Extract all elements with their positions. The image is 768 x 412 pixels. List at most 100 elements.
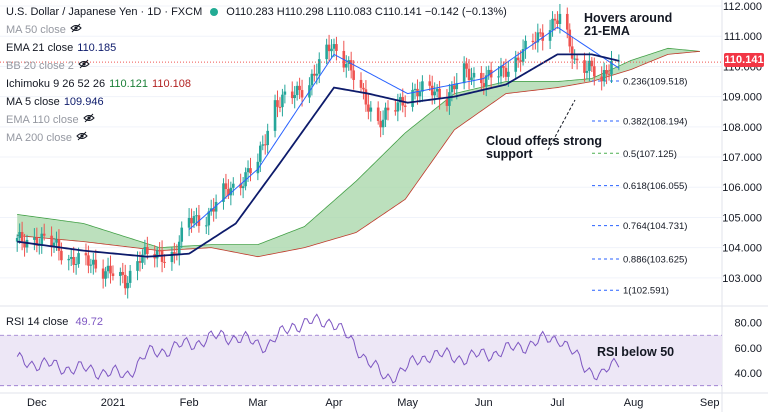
candle-body (435, 88, 439, 92)
ema21-line (17, 53, 620, 258)
rsi-tick: 80.00 (734, 318, 762, 330)
indicator-label: EMA 110 close (6, 114, 79, 126)
indicator-row[interactable]: BB 20 close 2 (6, 57, 507, 75)
hidden-eye-icon[interactable] (70, 21, 82, 39)
candle-body (281, 94, 284, 108)
candle-body (77, 253, 80, 264)
candle-body (428, 81, 432, 86)
candle-body (146, 246, 149, 254)
indicator-row[interactable]: Ichimoku 9 26 52 26 110.121 110.108 (6, 75, 507, 93)
fib-label: 0.764(104.731) (623, 221, 687, 232)
time-tick: Dec (27, 397, 47, 409)
span-b-line (17, 50, 700, 258)
rsi-band (0, 335, 722, 386)
rsi-line (16, 313, 620, 384)
indicator-row[interactable]: MA 5 close 109.946 (6, 93, 507, 111)
indicator-row[interactable]: MA 200 close (6, 129, 507, 147)
rsi-tick: 60.00 (734, 343, 762, 355)
indicator-legend: U.S. Dollar / Japanese Yen · 1D · FXCM O… (6, 3, 507, 147)
candle-body (467, 68, 471, 81)
candle-body (484, 75, 488, 87)
candle-body (521, 48, 525, 62)
candle-body (448, 92, 451, 106)
candle-body (573, 58, 576, 60)
candle-body (327, 44, 331, 52)
candle-body (187, 217, 191, 228)
candle-body (364, 89, 368, 105)
candle-body (42, 233, 46, 236)
rsi-tick: 40.00 (734, 368, 762, 380)
candle-body (480, 72, 483, 84)
candle-body (514, 57, 518, 72)
candle-body (18, 232, 21, 238)
rsi-label: RSI 14 close (6, 316, 69, 328)
candle-body (369, 107, 373, 112)
time-tick: Jun (475, 397, 493, 409)
fib-label: 1(102.591) (623, 286, 669, 297)
candle-body (15, 237, 19, 242)
candle-body (607, 73, 611, 75)
indicator-label: EMA 21 close (6, 42, 74, 54)
candle-body (74, 263, 78, 265)
candle-body (585, 70, 589, 73)
candle-body (259, 145, 262, 162)
candle-body (349, 60, 353, 71)
symbol-row: U.S. Dollar / Japanese Yen · 1D · FXCM O… (6, 3, 507, 21)
indicator-row[interactable]: EMA 21 close 110.185 (6, 39, 507, 57)
candle-body (23, 241, 26, 248)
candle-body (430, 85, 434, 96)
candle-body (121, 271, 125, 275)
candle-body (170, 252, 174, 263)
indicator-label: Ichimoku 9 26 52 26 (6, 78, 106, 90)
candle-body (35, 237, 39, 246)
hidden-eye-icon[interactable] (78, 57, 90, 75)
price-tick: 107.000 (722, 152, 762, 164)
candle-body (300, 90, 304, 98)
candle-body (462, 63, 466, 84)
candle-body (92, 259, 95, 265)
candle-body (229, 187, 233, 196)
candle-body (575, 58, 579, 61)
candle-body (40, 233, 44, 245)
indicator-label: MA 5 close (6, 96, 60, 108)
hidden-eye-icon[interactable] (76, 129, 88, 147)
candle-body (261, 144, 265, 146)
cloud-pointer (547, 99, 576, 151)
candle-body (207, 211, 211, 226)
indicator-label: BB 20 close 2 (6, 60, 74, 72)
candle-body (418, 91, 422, 97)
time-tick: Aug (624, 397, 644, 409)
indicator-value: 109.946 (63, 96, 104, 108)
candle-body (317, 59, 321, 74)
candle-body (398, 97, 402, 103)
price-tick: 109.000 (722, 92, 762, 104)
candle-body (403, 105, 407, 107)
candle-body (497, 76, 500, 78)
candle-body (367, 104, 370, 112)
candle-body (244, 172, 247, 187)
hidden-eye-icon[interactable] (82, 111, 95, 129)
candle-body (57, 239, 61, 251)
candle-body (119, 271, 122, 276)
time-tick: Jul (550, 397, 564, 409)
fib-label: 0.5(107.125) (623, 149, 677, 160)
candle-body (396, 102, 400, 112)
indicator-row[interactable]: MA 50 close (6, 21, 507, 39)
candle-body (362, 87, 365, 90)
time-tick: Mar (248, 397, 267, 409)
candle-body (295, 85, 299, 96)
candle-body (438, 88, 441, 100)
candle-body (335, 44, 338, 51)
candle-body (524, 40, 527, 49)
candle-body (101, 268, 105, 279)
candle-body (256, 161, 260, 174)
candle-body (204, 225, 208, 227)
candle-body (143, 246, 147, 255)
candle-body (155, 250, 159, 259)
time-tick: Feb (180, 397, 199, 409)
indicator-row[interactable]: EMA 110 close (6, 111, 507, 129)
fib-label: 0.236(109.518) (623, 76, 687, 87)
candle-body (570, 46, 574, 59)
candle-body (450, 85, 454, 93)
fib-label: 0.886(103.625) (623, 254, 687, 265)
